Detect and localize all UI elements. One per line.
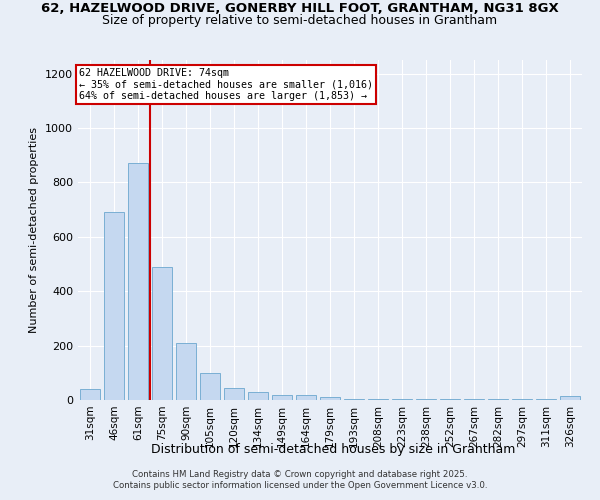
- Text: 62, HAZELWOOD DRIVE, GONERBY HILL FOOT, GRANTHAM, NG31 8GX: 62, HAZELWOOD DRIVE, GONERBY HILL FOOT, …: [41, 2, 559, 16]
- Bar: [224, 388, 244, 400]
- Bar: [272, 394, 292, 400]
- Bar: [104, 212, 124, 400]
- Bar: [344, 398, 364, 400]
- Bar: [416, 399, 436, 400]
- Text: 62 HAZELWOOD DRIVE: 74sqm
← 35% of semi-detached houses are smaller (1,016)
64% : 62 HAZELWOOD DRIVE: 74sqm ← 35% of semi-…: [79, 68, 373, 102]
- Bar: [248, 392, 268, 400]
- Bar: [200, 373, 220, 400]
- Text: Contains HM Land Registry data © Crown copyright and database right 2025.: Contains HM Land Registry data © Crown c…: [132, 470, 468, 479]
- Bar: [320, 398, 340, 400]
- Bar: [296, 394, 316, 400]
- Bar: [80, 389, 100, 400]
- Bar: [128, 164, 148, 400]
- Text: Size of property relative to semi-detached houses in Grantham: Size of property relative to semi-detach…: [103, 14, 497, 27]
- Text: Contains public sector information licensed under the Open Government Licence v3: Contains public sector information licen…: [113, 481, 487, 490]
- Bar: [176, 343, 196, 400]
- Text: Distribution of semi-detached houses by size in Grantham: Distribution of semi-detached houses by …: [151, 442, 515, 456]
- Bar: [560, 396, 580, 400]
- Bar: [368, 398, 388, 400]
- Y-axis label: Number of semi-detached properties: Number of semi-detached properties: [29, 127, 40, 333]
- Bar: [152, 266, 172, 400]
- Bar: [392, 399, 412, 400]
